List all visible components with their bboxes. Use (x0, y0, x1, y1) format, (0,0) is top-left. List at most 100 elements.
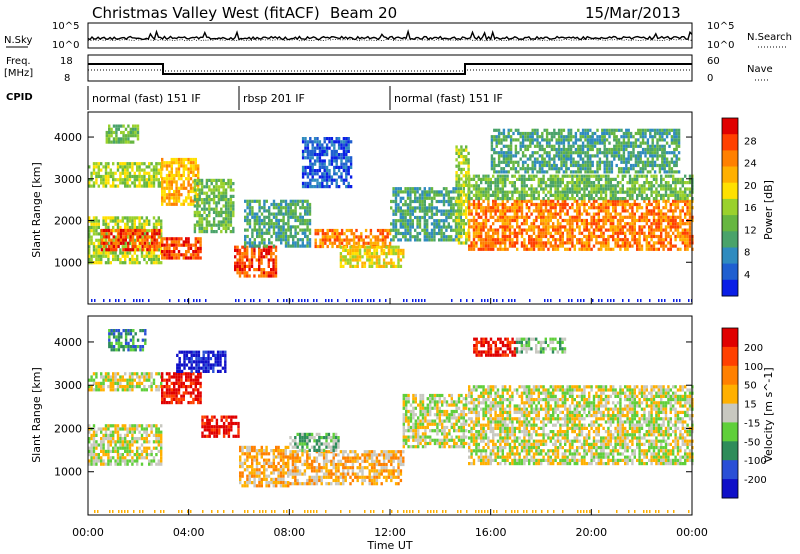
heatmap-cell (676, 222, 680, 226)
heatmap-cell (569, 170, 573, 174)
heatmap-cell (490, 141, 494, 145)
heatmap-cell (280, 202, 283, 207)
heatmap-cell (567, 147, 570, 152)
heatmap-cell (554, 202, 557, 207)
heatmap-cell (608, 131, 611, 136)
heatmap-cell (545, 151, 549, 155)
heatmap-cell (499, 197, 502, 201)
heatmap-cell (270, 218, 273, 223)
heatmap-cell (597, 222, 600, 226)
heatmap-cell (414, 187, 417, 191)
heatmap-cell (102, 251, 105, 255)
heatmap-cell (544, 187, 548, 191)
heatmap-cell (375, 261, 379, 265)
heatmap-cell (349, 140, 353, 144)
heatmap-cell (97, 219, 100, 223)
heatmap-cell (684, 234, 687, 239)
heatmap-cell (133, 251, 136, 255)
heatmap-cell (121, 254, 124, 258)
heatmap-cell (128, 261, 132, 265)
heatmap-cell (553, 154, 556, 158)
heatmap-cell (194, 167, 197, 171)
heatmap-cell (134, 127, 137, 131)
heatmap-cell (357, 238, 361, 242)
heatmap-cell (530, 222, 533, 226)
heatmap-cell (418, 203, 422, 207)
heatmap-cell (586, 141, 590, 145)
heatmap-cell (513, 228, 516, 232)
heatmap-cell (326, 238, 329, 242)
heatmap-cell (112, 174, 115, 179)
heatmap-cell (564, 218, 567, 223)
heatmap-cell (604, 238, 608, 242)
heatmap-cell (631, 244, 634, 248)
heatmap-cell (200, 201, 204, 205)
heatmap-cell (568, 206, 572, 210)
heatmap-cell (347, 143, 350, 147)
heatmap-cell (173, 157, 176, 162)
heatmap-cell (163, 199, 166, 203)
heatmap-cell (626, 190, 629, 194)
heatmap-cell (676, 215, 680, 219)
heatmap-cell (562, 138, 566, 142)
heatmap-cell (513, 241, 516, 245)
heatmap-cell (595, 190, 598, 194)
heatmap-cell (640, 184, 644, 188)
heatmap-cell (583, 199, 586, 203)
heatmap-cell (397, 258, 400, 262)
heatmap-cell (649, 128, 652, 132)
heatmap-cell (366, 248, 369, 252)
heatmap-cell (88, 241, 91, 246)
heatmap-cell (664, 238, 668, 242)
heatmap-cell (345, 244, 349, 249)
heatmap-cell (651, 135, 654, 139)
heatmap-cell (614, 209, 617, 213)
heatmap-cell (165, 173, 169, 178)
heatmap-cell (274, 261, 278, 265)
heatmap-cell (416, 196, 419, 200)
heatmap-cell (394, 252, 398, 256)
heatmap-cell (270, 241, 273, 245)
heatmap-cell (513, 244, 516, 248)
heatmap-cell (143, 232, 146, 236)
heatmap-cell (468, 181, 471, 185)
heatmap-cell (588, 174, 591, 178)
heatmap-cell (644, 147, 647, 152)
heatmap-cell (330, 143, 334, 147)
heatmap-cell (490, 138, 494, 142)
heatmap-cell (92, 219, 96, 223)
heatmap-cell (246, 255, 249, 259)
heatmap-cell (342, 149, 346, 153)
heatmap-cell (629, 144, 633, 148)
heatmap-cell (624, 247, 627, 251)
heatmap-cell (328, 175, 331, 179)
heatmap-cell (501, 190, 504, 194)
heatmap-cell (646, 151, 650, 155)
heatmap-cell (669, 218, 672, 223)
heatmap-cell (593, 141, 597, 145)
heatmap-cell (143, 238, 147, 242)
heatmap-cell (651, 138, 654, 142)
heatmap-cell (543, 151, 546, 155)
heatmap-cell (337, 140, 341, 144)
heatmap-cell (581, 128, 585, 132)
heatmap-cell (566, 238, 569, 242)
heatmap-cell (505, 170, 508, 174)
heatmap-cell (333, 235, 337, 239)
heatmap-cell (428, 193, 431, 197)
heatmap-cell (648, 212, 651, 216)
heatmap-cell (538, 170, 542, 174)
heatmap-cell (272, 258, 275, 262)
heatmap-cell (392, 193, 395, 197)
heatmap-cell (418, 215, 422, 220)
heatmap-cell (326, 228, 329, 233)
heatmap-cell (177, 250, 181, 254)
heatmap-cell (667, 209, 670, 213)
heatmap-cell (416, 206, 419, 210)
heatmap-cell (553, 163, 556, 168)
heatmap-cell (224, 210, 228, 214)
heatmap-cell (148, 184, 151, 188)
heatmap-cell (489, 181, 492, 185)
heatmap-cell (516, 197, 519, 201)
heatmap-cell (552, 199, 555, 203)
